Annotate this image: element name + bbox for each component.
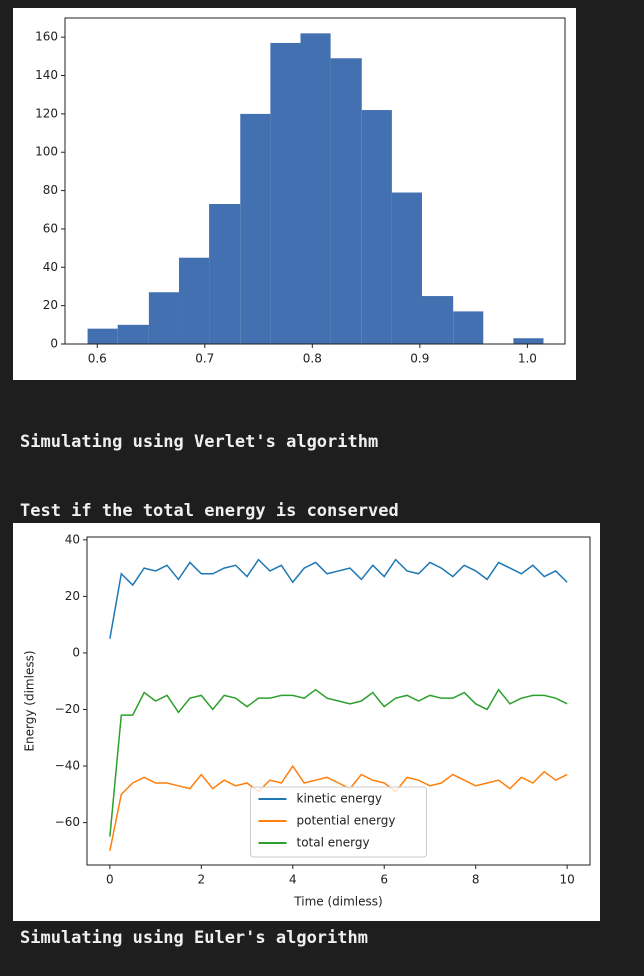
y-tick-label: 120	[35, 106, 58, 120]
bar	[391, 192, 422, 344]
bar	[240, 113, 271, 344]
x-tick-label: 0.8	[303, 352, 322, 366]
plot-frame	[64, 17, 566, 345]
bar	[300, 33, 331, 344]
bar	[87, 328, 118, 344]
y-axis-label: Energy (dimless)	[23, 650, 37, 751]
y-tick-label: −60	[55, 815, 80, 829]
output-line: Simulating using Verlet's algorithm	[20, 432, 379, 452]
y-tick-label: 20	[65, 589, 80, 603]
bar	[270, 42, 301, 344]
y-tick-label: 40	[43, 260, 58, 274]
y-tick-label: 100	[35, 145, 58, 159]
legend-label: potential energy	[297, 814, 396, 828]
x-tick-label: 0.7	[195, 352, 214, 366]
y-tick-label: 40	[65, 532, 80, 546]
output-line: Test if the total energy is conserved	[20, 501, 399, 521]
y-tick-label: 0	[72, 645, 80, 659]
line-series	[109, 558, 568, 639]
bar	[117, 324, 149, 344]
line-series	[109, 688, 568, 837]
x-tick-label: 4	[289, 873, 297, 887]
bar	[209, 204, 241, 344]
y-tick-label: −40	[55, 759, 80, 773]
y-tick-label: 20	[43, 298, 58, 312]
line-series	[109, 764, 568, 852]
x-tick-label: 1.0	[518, 352, 537, 366]
bar	[513, 338, 544, 344]
plot-frame	[86, 536, 591, 866]
x-tick-label: 2	[197, 873, 205, 887]
bar	[421, 296, 454, 344]
legend-label: total energy	[297, 836, 370, 850]
bar	[453, 311, 484, 344]
legend-label: kinetic energy	[297, 792, 383, 806]
y-tick-label: 80	[43, 183, 58, 197]
y-tick-label: 140	[35, 68, 58, 82]
output-line: Simulating using Euler's algorithm	[20, 928, 368, 948]
energy-chart: −60 −40 −20 0 20 40 0 2 4 6 8 10 kinetic energy poten…	[13, 523, 600, 921]
x-tick-label: 0.9	[410, 352, 429, 366]
x-tick-label: 0.6	[88, 352, 107, 366]
bar	[178, 257, 210, 344]
y-tick-label: 60	[43, 221, 58, 235]
y-tick-label: −20	[55, 702, 80, 716]
y-tick-label: 0	[50, 337, 58, 351]
legend-box	[250, 786, 427, 858]
y-tick-label: 160	[35, 30, 58, 44]
x-tick-label: 10	[559, 873, 574, 887]
bar	[330, 58, 362, 344]
bar	[148, 292, 179, 344]
x-axis-label: Time (dimless)	[293, 895, 382, 909]
histogram-chart: 0 20 40 60 80 100 120 140 160 0.6 0.7 0.8 0.9 1.0	[13, 8, 576, 380]
bar	[361, 110, 392, 344]
x-tick-label: 6	[380, 873, 388, 887]
x-tick-label: 0	[106, 873, 114, 887]
x-tick-label: 8	[472, 873, 480, 887]
